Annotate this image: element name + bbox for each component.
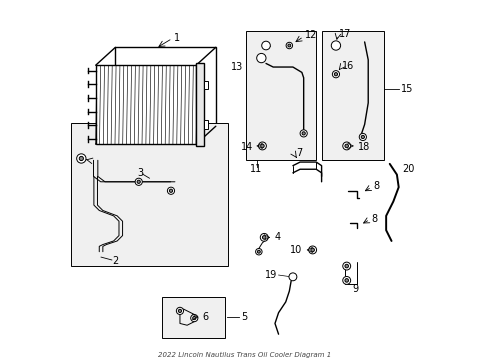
Circle shape: [135, 178, 142, 185]
Circle shape: [261, 41, 270, 50]
Bar: [96, 65, 196, 144]
Circle shape: [258, 142, 266, 150]
Bar: [246, 31, 316, 160]
Circle shape: [310, 248, 314, 252]
Text: 19: 19: [264, 270, 276, 280]
Bar: [115, 47, 215, 126]
Circle shape: [300, 130, 306, 137]
Circle shape: [192, 316, 196, 320]
Circle shape: [308, 246, 316, 254]
Text: 2022 Lincoln Nautilus Trans Oil Cooler Diagram 1: 2022 Lincoln Nautilus Trans Oil Cooler D…: [158, 351, 330, 357]
Text: 16: 16: [342, 61, 354, 71]
Circle shape: [176, 307, 183, 315]
Text: 1: 1: [174, 33, 180, 43]
Circle shape: [137, 180, 140, 183]
Circle shape: [77, 154, 86, 163]
Text: 9: 9: [351, 284, 358, 294]
Circle shape: [288, 273, 296, 281]
Bar: [203, 81, 208, 89]
Circle shape: [255, 248, 262, 255]
Circle shape: [257, 250, 260, 253]
Circle shape: [190, 315, 198, 321]
Circle shape: [344, 144, 348, 148]
Text: 8: 8: [372, 181, 378, 192]
Circle shape: [342, 276, 350, 284]
Text: 14: 14: [241, 141, 253, 152]
Circle shape: [361, 135, 364, 139]
Text: 5: 5: [241, 312, 246, 322]
Circle shape: [178, 309, 181, 312]
Bar: [162, 297, 224, 338]
Text: 2: 2: [112, 256, 118, 266]
Circle shape: [262, 235, 265, 239]
Text: 6: 6: [202, 312, 208, 322]
Circle shape: [260, 233, 267, 241]
Text: 11: 11: [249, 164, 262, 174]
Text: 17: 17: [338, 29, 350, 39]
Circle shape: [287, 44, 290, 47]
Circle shape: [167, 187, 174, 194]
Circle shape: [334, 73, 337, 76]
Text: 4: 4: [274, 232, 280, 242]
Circle shape: [342, 262, 350, 270]
Text: 18: 18: [357, 141, 369, 152]
Circle shape: [79, 156, 83, 161]
Text: 15: 15: [400, 84, 412, 94]
Text: 10: 10: [289, 245, 301, 255]
Text: 12: 12: [304, 31, 317, 40]
Circle shape: [344, 279, 348, 282]
Bar: [321, 31, 384, 160]
Text: 3: 3: [137, 168, 143, 178]
Text: 20: 20: [402, 164, 414, 174]
Circle shape: [260, 144, 264, 148]
Circle shape: [169, 189, 172, 192]
Circle shape: [332, 71, 339, 78]
Bar: [70, 123, 228, 266]
Text: 7: 7: [295, 148, 302, 158]
Bar: [203, 120, 208, 129]
Circle shape: [285, 42, 292, 49]
Bar: [196, 63, 203, 146]
Circle shape: [302, 132, 305, 135]
Text: 8: 8: [370, 214, 376, 224]
Circle shape: [256, 53, 265, 63]
Circle shape: [359, 134, 366, 140]
Circle shape: [344, 264, 348, 268]
Text: 13: 13: [230, 62, 242, 72]
Circle shape: [342, 142, 350, 150]
Circle shape: [330, 41, 340, 50]
